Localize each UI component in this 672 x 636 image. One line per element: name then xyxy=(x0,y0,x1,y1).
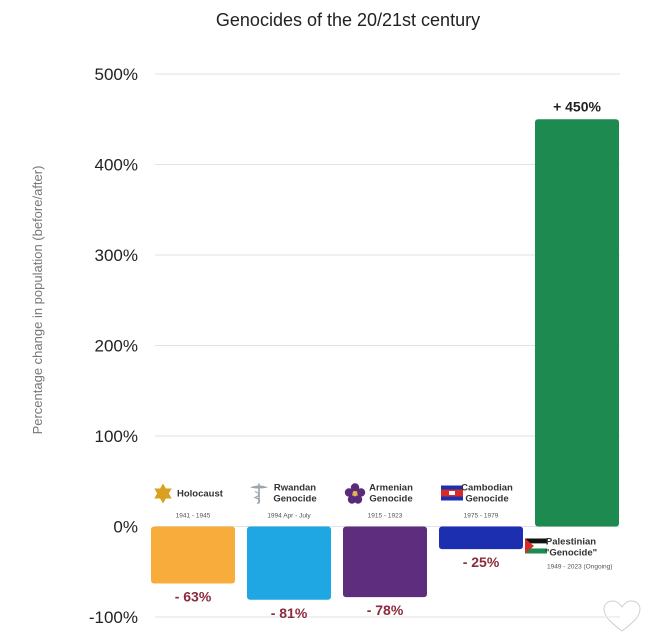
category-name: Palestinian xyxy=(546,537,596,548)
category-name: Cambodian xyxy=(461,483,513,494)
category-name: "Genocide" xyxy=(545,548,597,559)
y-tick-label: 200% xyxy=(95,337,138,356)
category-name: Genocide xyxy=(369,494,412,505)
category-years: 1975 - 1979 xyxy=(464,513,499,520)
y-tick-label: 300% xyxy=(95,246,138,265)
y-tick-label: 400% xyxy=(95,156,138,175)
caduceus-icon xyxy=(250,483,268,505)
chart-title: Genocides of the 20/21st century xyxy=(216,10,480,30)
value-label: + 450% xyxy=(553,98,601,114)
category-name: Genocide xyxy=(273,494,316,505)
category-label: Holocaust 1941 - 1945 xyxy=(154,483,224,520)
value-label: - 25% xyxy=(463,554,500,570)
category-name: Genocide xyxy=(465,494,508,505)
category-years: 1915 - 1923 xyxy=(368,513,403,520)
value-label: - 81% xyxy=(271,605,308,621)
category-name: Armenian xyxy=(369,483,413,494)
y-axis-ticks: 500% 400% 300% 200% 100% 0% -100% xyxy=(89,65,138,627)
category-label: Palestinian"Genocide" 1949 - 2023 (Ongoin… xyxy=(524,537,612,571)
y-axis-label: Percentage change in population (before/… xyxy=(30,166,45,435)
y-tick-label: 500% xyxy=(95,65,138,84)
palestine-flag-icon xyxy=(524,538,548,554)
category-name: Holocaust xyxy=(177,489,224,500)
category-name: Rwandan xyxy=(274,483,316,494)
bar xyxy=(151,526,235,584)
bar xyxy=(343,526,427,598)
bar xyxy=(535,119,619,527)
category-years: 1949 - 2023 (Ongoing) xyxy=(547,564,612,571)
category-years: 1941 - 1945 xyxy=(176,513,211,520)
category-years: 1994 Apr - July xyxy=(267,513,311,520)
cambodia-flag-icon xyxy=(441,485,463,501)
bar xyxy=(247,526,331,600)
y-tick-label: -100% xyxy=(89,608,138,627)
bars xyxy=(151,119,619,600)
value-label: - 63% xyxy=(175,589,212,605)
value-labels: - 63% - 81% - 78% - 25% + 450% xyxy=(175,98,602,621)
y-tick-label: 0% xyxy=(113,518,138,537)
y-tick-label: 100% xyxy=(95,427,138,446)
heart-outline-icon[interactable] xyxy=(600,597,644,635)
star-of-david-icon xyxy=(154,483,172,504)
forget-me-not-icon xyxy=(344,483,366,504)
bar xyxy=(439,526,523,550)
value-label: - 78% xyxy=(367,602,404,618)
